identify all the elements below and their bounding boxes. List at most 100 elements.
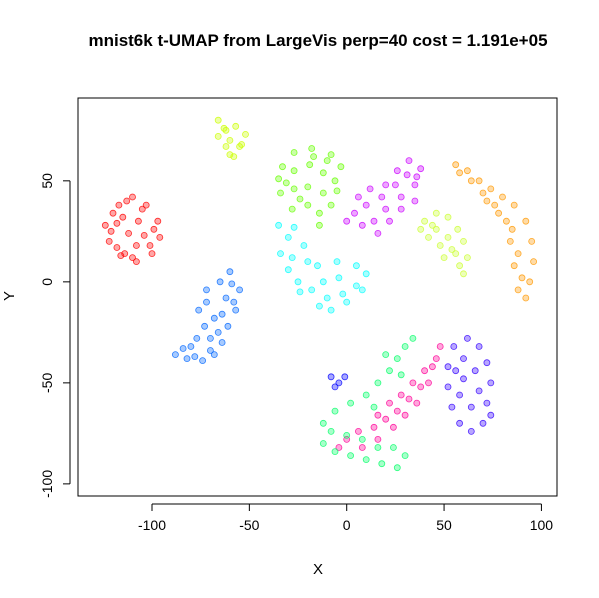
data-point (290, 185, 298, 193)
data-point (460, 375, 467, 383)
data-point (514, 250, 522, 258)
data-point (132, 258, 140, 266)
data-point (113, 219, 121, 227)
data-point (448, 403, 456, 411)
data-point (463, 334, 471, 342)
data-point (347, 452, 355, 460)
y-axis-label: Y (1, 291, 18, 301)
data-point (450, 343, 458, 350)
data-point (409, 379, 417, 387)
data-point (294, 278, 302, 286)
data-point (448, 246, 456, 253)
data-point (370, 423, 378, 431)
data-point (230, 153, 238, 161)
data-point (413, 173, 421, 181)
data-point (393, 407, 401, 415)
data-point (397, 205, 405, 213)
data-point (530, 258, 537, 266)
data-point (331, 177, 339, 185)
data-point (417, 165, 425, 173)
data-point (378, 193, 386, 201)
data-point (444, 383, 452, 391)
data-point (475, 177, 483, 185)
data-point (201, 322, 209, 330)
y-tick-label: 0 (39, 278, 55, 286)
data-point (277, 250, 284, 258)
data-point (454, 225, 462, 233)
data-point (214, 328, 222, 336)
data-point (238, 141, 246, 148)
data-point (327, 306, 335, 314)
data-point (335, 274, 343, 282)
data-point (125, 229, 133, 237)
data-point (382, 205, 390, 213)
data-point (308, 286, 316, 294)
data-point (405, 395, 413, 403)
data-point (275, 175, 283, 183)
data-point (463, 167, 471, 175)
data-point (319, 419, 327, 427)
data-point (389, 444, 397, 451)
data-point (479, 189, 487, 197)
data-point (199, 357, 207, 365)
data-point (308, 145, 316, 152)
data-point (117, 252, 125, 260)
data-point (236, 286, 244, 294)
data-point (310, 153, 318, 161)
data-point (444, 233, 452, 241)
data-point (351, 209, 358, 217)
data-point (290, 167, 298, 175)
data-point (123, 197, 131, 205)
data-point (343, 217, 351, 225)
data-point (386, 217, 393, 225)
data-point (436, 343, 444, 350)
data-point (279, 163, 286, 171)
data-point (508, 225, 516, 233)
data-point (358, 444, 366, 451)
data-point (374, 435, 382, 443)
data-point (138, 205, 146, 213)
data-point (319, 189, 327, 197)
data-point (134, 217, 142, 225)
data-point (452, 161, 460, 169)
data-point (218, 339, 226, 346)
data-point (452, 367, 460, 375)
data-point (401, 343, 409, 350)
data-point (425, 379, 432, 387)
data-point (315, 302, 323, 310)
data-point (327, 427, 335, 435)
data-point (232, 122, 240, 130)
data-point (288, 254, 296, 262)
x-tick-label: 100 (530, 517, 554, 533)
data-point (354, 427, 362, 435)
data-point (218, 310, 226, 318)
data-point (327, 373, 335, 381)
data-point (300, 242, 308, 249)
y-tick-label: -100 (39, 470, 55, 498)
data-point (421, 217, 429, 225)
data-point (119, 213, 127, 221)
data-point (499, 193, 506, 201)
data-point (113, 244, 121, 251)
data-point (284, 266, 292, 274)
data-point (358, 221, 366, 229)
data-point (195, 306, 203, 314)
data-point (382, 351, 390, 359)
data-point (206, 347, 214, 354)
data-point (132, 242, 140, 249)
data-point (121, 250, 129, 258)
data-point (304, 201, 312, 209)
data-point (339, 290, 347, 298)
data-point (471, 367, 479, 375)
data-point (456, 169, 464, 177)
y-tick-label: 50 (39, 173, 55, 189)
data-point (374, 411, 382, 419)
data-point (331, 407, 339, 415)
data-point (483, 359, 491, 367)
data-point (491, 201, 499, 209)
data-point (425, 233, 432, 241)
data-point (487, 379, 495, 387)
data-point (405, 157, 413, 165)
data-point (154, 217, 162, 225)
data-point (393, 464, 401, 472)
